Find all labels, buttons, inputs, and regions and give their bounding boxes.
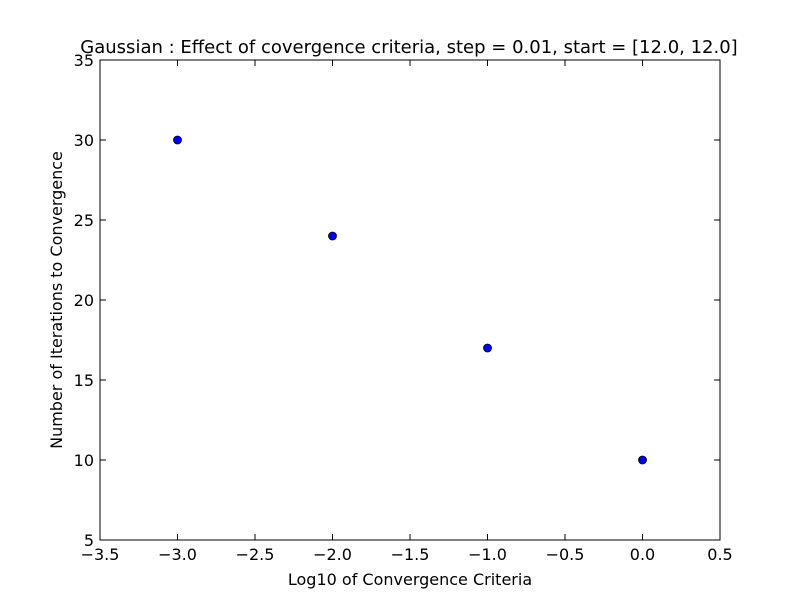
data-point (328, 231, 337, 241)
data-point (483, 343, 492, 353)
y-tick-label: 5 (84, 531, 94, 550)
x-tick-label: −3.5 (81, 545, 120, 564)
x-tick-label: 0.0 (630, 545, 655, 564)
x-tick-label: −2.0 (313, 545, 352, 564)
x-tick-label: 0.5 (707, 545, 732, 564)
axis-tick-labels: −3.5 −3.0 −2.5 −2.0 −1.5 −1.0 −0.5 0.0 0.5 5 10 15 2… (74, 51, 733, 564)
x-tick-label: −3.0 (158, 545, 197, 564)
y-tick-label: 25 (74, 211, 94, 230)
x-tick-label: −0.5 (546, 545, 585, 564)
y-axis-label: Number of Iterations to Convergence (47, 151, 66, 449)
data-point (638, 455, 647, 465)
x-tick-label: −1.0 (468, 545, 507, 564)
y-tick-label: 10 (74, 451, 94, 470)
x-tick-label: −2.5 (236, 545, 275, 564)
chart-title: Gaussian : Effect of covergence criteria… (80, 37, 737, 58)
data-point (173, 135, 182, 145)
y-tick-label: 15 (74, 371, 94, 390)
y-tick-label: 35 (74, 51, 94, 70)
x-tick-label: −1.5 (391, 545, 430, 564)
y-tick-label: 30 (74, 131, 94, 150)
y-tick-label: 20 (74, 291, 94, 310)
plot-area-frame (99, 59, 721, 541)
x-axis-label: Log10 of Convergence Criteria (288, 570, 532, 589)
data-points (173, 135, 647, 465)
